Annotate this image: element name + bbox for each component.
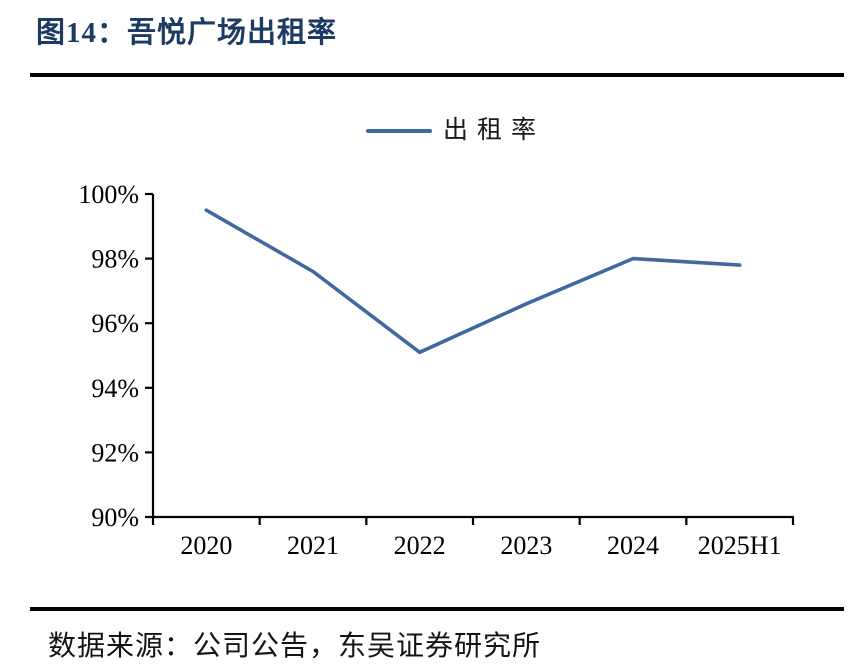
y-tick-label: 96% — [91, 309, 139, 338]
y-tick-label: 94% — [91, 374, 139, 403]
chart-legend: 出租率 — [366, 118, 545, 143]
y-tick-label: 100% — [78, 180, 139, 209]
x-tick-label: 2021 — [287, 531, 339, 560]
y-tick-label: 92% — [91, 438, 139, 467]
x-tick-label: 2022 — [394, 531, 446, 560]
occupancy-rate-line — [204, 208, 742, 355]
legend-label: 出租率 — [443, 117, 546, 144]
occupancy-line-chart: 90% 92% 94% 96% 98% 100% 2020 2021 2022 2023 2024 2… — [78, 180, 795, 560]
x-tick-label: 2020 — [180, 531, 232, 560]
x-tick-label: 2025H1 — [698, 531, 782, 560]
footer-rule — [30, 607, 844, 611]
x-tick-label: 2023 — [500, 531, 552, 560]
x-tick-label: 2024 — [607, 531, 659, 560]
figure-title: 图14：吾悦广场出租率 — [36, 17, 338, 49]
y-tick-label: 98% — [91, 245, 139, 274]
title-rule — [30, 73, 844, 77]
source-note: 数据来源：公司公告，东吴证券研究所 — [48, 631, 542, 662]
legend-line-swatch-icon — [366, 128, 432, 133]
y-tick-label: 90% — [91, 503, 139, 532]
